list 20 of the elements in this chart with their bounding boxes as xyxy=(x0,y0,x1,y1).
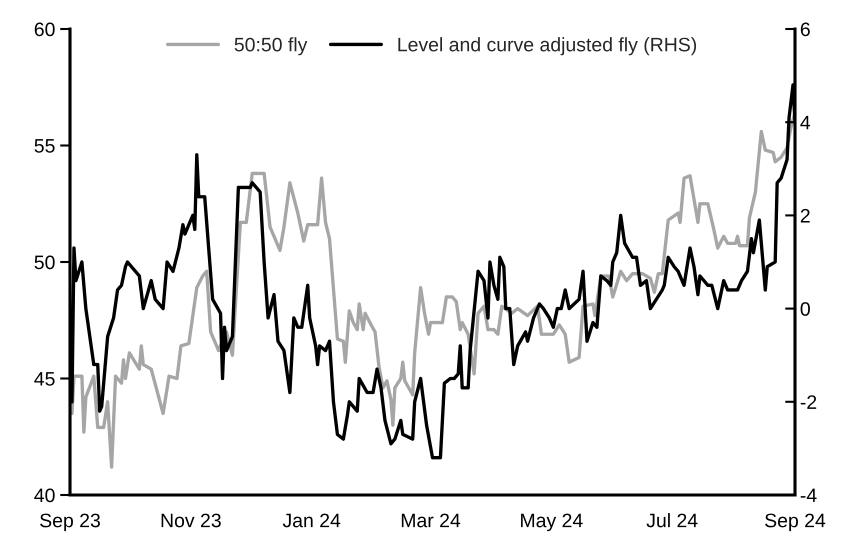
x-tick-label: Mar 24 xyxy=(402,514,460,528)
x-tick-label: Nov 23 xyxy=(162,514,221,528)
legend-label: Level and curve adjusted fly (RHS) xyxy=(398,37,696,56)
x-tick-label: Sep 24 xyxy=(765,514,826,532)
x-tick-label: Jan 24 xyxy=(282,514,340,528)
y-tick-label: 50 xyxy=(34,255,55,270)
y2-tick-label: 6 xyxy=(800,22,810,36)
legend-label: 50:50 fly xyxy=(234,37,308,56)
y-tick-label: 40 xyxy=(34,488,55,502)
y-tick-label: 55 xyxy=(34,139,55,153)
x-tick-label: May 24 xyxy=(521,514,583,532)
y-tick-label: 45 xyxy=(34,372,55,386)
y2-tick-label: 4 xyxy=(800,116,810,130)
y-tick-label: 60 xyxy=(34,22,55,36)
x-tick-label: Jul 24 xyxy=(646,513,698,528)
y2-tick-label: -2 xyxy=(800,395,816,409)
y2-tick-label: 0 xyxy=(800,302,810,316)
y2-tick-label: -4 xyxy=(800,488,817,502)
x-tick-label: Sep 23 xyxy=(40,514,100,532)
y2-tick-label: 2 xyxy=(800,208,810,222)
